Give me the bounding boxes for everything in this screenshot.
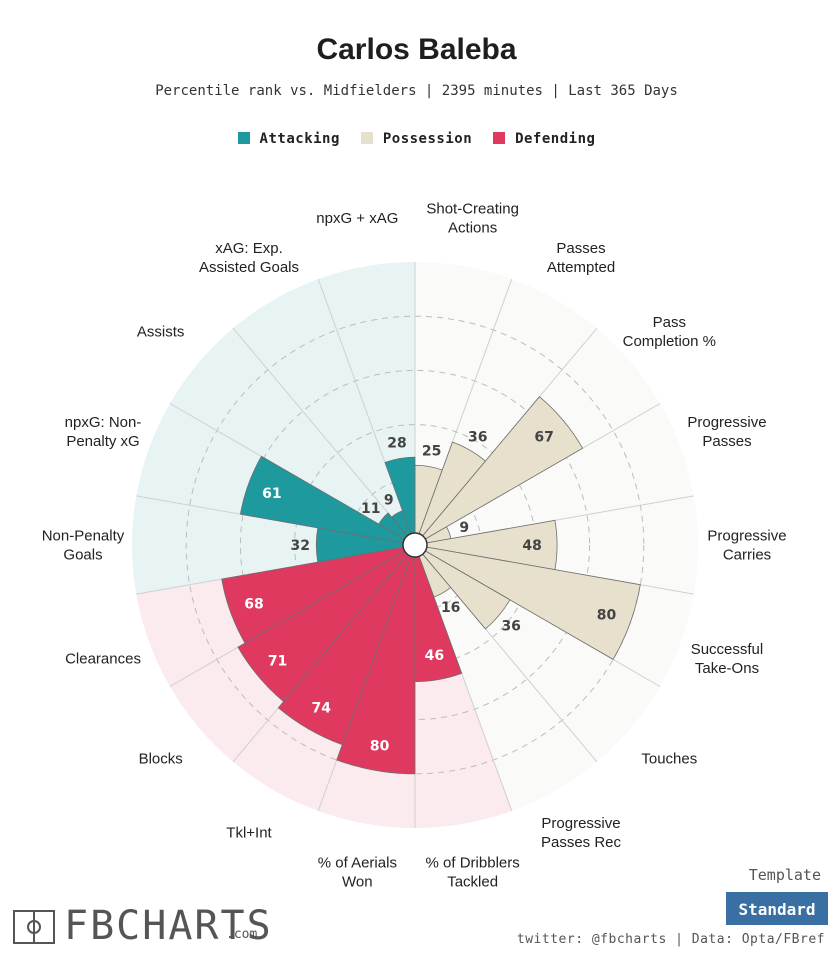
value-label-2: 67: [534, 430, 553, 446]
value-label-14: 61: [262, 486, 281, 502]
category-label-5: Successful Take-Ons: [691, 641, 764, 677]
category-label-0: Shot-Creating Actions: [426, 201, 519, 237]
category-label-12: Clearances: [65, 651, 141, 668]
value-label-9: 80: [370, 739, 390, 755]
value-label-13: 32: [291, 538, 310, 554]
legend-swatch-possession: [360, 132, 373, 144]
value-label-5: 80: [597, 608, 617, 624]
value-label-8: 46: [425, 648, 444, 664]
category-label-9: % of Aerials Won: [318, 854, 397, 890]
fbcharts-logo: FBCHARTS .com: [12, 905, 271, 947]
background-wedge: [425, 403, 694, 543]
chart-title: Carlos Baleba: [316, 33, 517, 66]
template-label: Template: [748, 866, 821, 884]
category-label-2: Pass Completion %: [623, 314, 716, 350]
category-label-15: Assists: [137, 324, 185, 341]
category-label-11: Blocks: [139, 750, 183, 767]
grid-ring: [185, 315, 645, 775]
legend-item-attacking: Attacking: [237, 131, 340, 147]
value-label-15: 11: [361, 501, 380, 517]
value-label-10: 74: [311, 700, 331, 716]
background-wedge: [419, 554, 597, 811]
background-wedge: [233, 279, 411, 536]
legend-item-possession: Possession: [360, 131, 473, 147]
category-label-14: npxG: Non-Penalty xG: [65, 414, 142, 450]
template-button[interactable]: Standard: [726, 892, 828, 925]
legend-label-attacking: Attacking: [259, 131, 340, 147]
legend-item-defending: Defending: [493, 131, 595, 147]
pitch-icon: [13, 910, 55, 944]
value-label-3: 9: [459, 520, 469, 536]
category-label-7: Progressive Passes Rec: [541, 815, 622, 851]
category-label-17: npxG + xAG: [316, 210, 398, 227]
value-label-7: 16: [441, 600, 460, 616]
value-label-12: 68: [244, 597, 263, 613]
bars: [221, 396, 641, 775]
legend: Attacking Possession Defending: [0, 131, 833, 147]
legend-label-defending: Defending: [515, 131, 596, 147]
brand-suffix: .com: [226, 927, 258, 942]
category-label-3: Progressive Passes: [687, 414, 766, 450]
grid-spoke: [232, 327, 408, 537]
category-label-10: Tkl+Int: [226, 825, 272, 842]
category-label-6: Touches: [641, 750, 697, 767]
value-label-6: 36: [501, 619, 520, 635]
credits: twitter: @fbcharts | Data: Opta/FBref: [516, 932, 825, 947]
value-label-17: 28: [387, 436, 406, 452]
background-wedge: [132, 495, 404, 595]
category-label-1: Passes Attempted: [547, 240, 615, 276]
value-label-0: 25: [422, 444, 441, 460]
legend-swatch-defending: [493, 132, 506, 144]
category-label-4: Progressive Carries: [707, 528, 786, 564]
background-wedge: [169, 328, 408, 539]
value-label-11: 71: [268, 653, 287, 669]
value-label-4: 48: [522, 538, 541, 554]
category-label-8: % of Dribblers Tackled: [426, 854, 520, 890]
chart-subtitle: Percentile rank vs. Midfielders | 2395 m…: [155, 83, 678, 99]
background-wedge: [426, 495, 698, 595]
legend-swatch-attacking: [237, 132, 250, 144]
grid-ring: [239, 369, 591, 721]
legend-label-possession: Possession: [382, 131, 473, 147]
brand-name: FBCHARTS: [64, 903, 273, 949]
category-label-16: xAG: Exp. Assisted Goals: [199, 240, 299, 276]
value-label-16: 9: [384, 493, 394, 509]
center-hole: [402, 532, 428, 558]
background-wedge: [415, 262, 512, 534]
category-labels: Shot-Creating Actions Passes Attempted Pass C…: [42, 201, 787, 891]
value-label-1: 36: [468, 429, 487, 445]
category-label-13: Non-Penalty Goals: [42, 528, 125, 564]
